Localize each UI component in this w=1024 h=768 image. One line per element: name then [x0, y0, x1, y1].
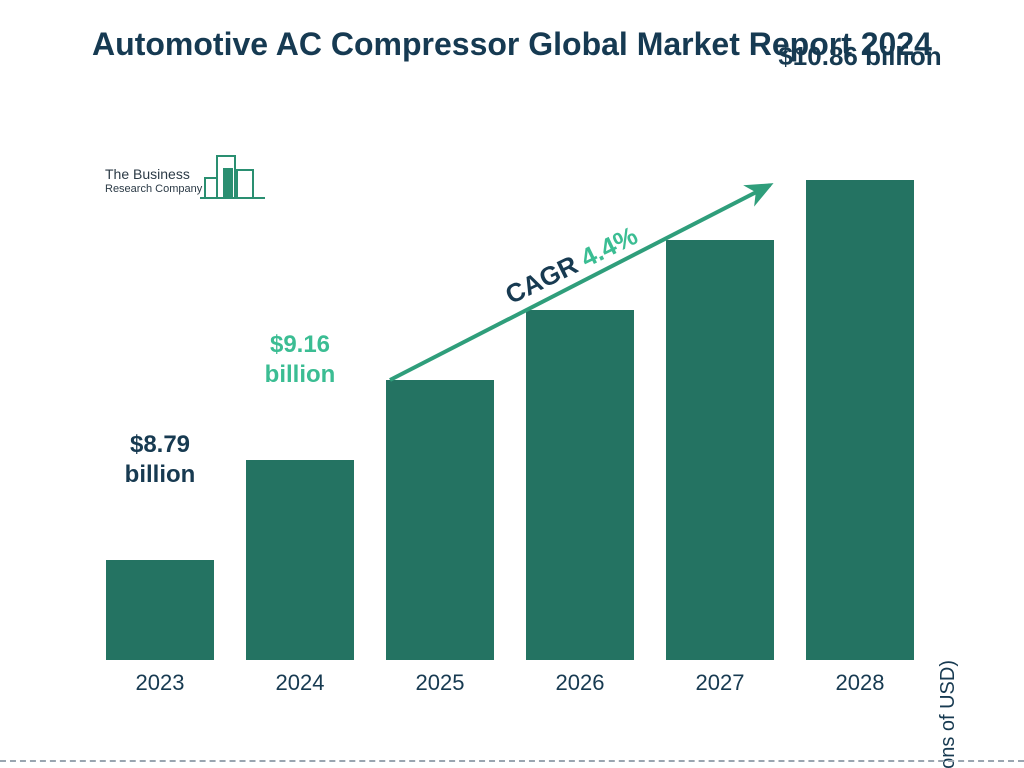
- value-label: $9.16billion: [230, 330, 370, 390]
- footer-divider: [0, 760, 1024, 762]
- bar-chart: 202320242025202620272028 CAGR 4.4% Marke…: [90, 160, 930, 700]
- value-label: $10.86 billion: [760, 40, 960, 73]
- value-label: $8.79billion: [90, 430, 230, 490]
- y-axis-label: Market Size (in billions of USD): [937, 660, 960, 768]
